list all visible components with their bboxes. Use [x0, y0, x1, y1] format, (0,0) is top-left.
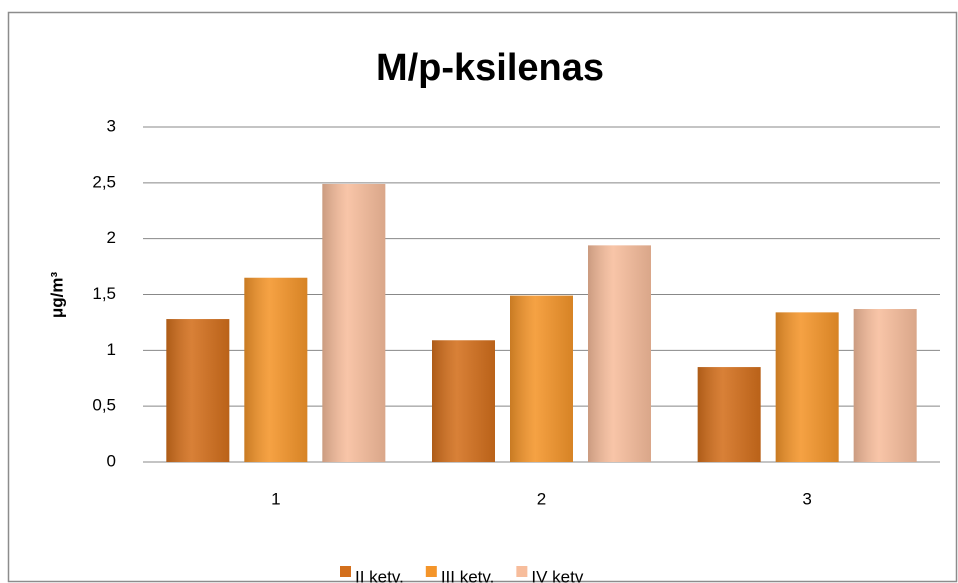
- legend-swatch: [516, 566, 528, 577]
- x-tick-label: 3: [802, 489, 811, 508]
- legend-label: III ketv.: [441, 567, 495, 583]
- legend-label: II ketv.: [355, 567, 404, 583]
- y-tick-label: 2,5: [92, 172, 116, 191]
- y-tick-label: 1,5: [92, 284, 116, 303]
- legend-swatch: [340, 566, 351, 577]
- y-axis-label: μg/m³: [47, 272, 66, 319]
- bar-shine: [588, 245, 651, 462]
- bar-shine: [432, 340, 495, 462]
- y-tick-label: 1: [107, 340, 116, 359]
- y-tick-label: 0,5: [92, 396, 116, 415]
- bar-shine: [322, 183, 386, 462]
- bar-shine: [244, 277, 308, 462]
- x-tick-label: 1: [271, 489, 280, 508]
- y-tick-label: 3: [107, 116, 116, 135]
- bar-shine: [775, 312, 839, 462]
- bar-shine: [853, 309, 917, 462]
- y-tick-label: 2: [107, 228, 116, 247]
- y-tick-label: 0: [107, 451, 116, 470]
- bar-shine: [166, 319, 230, 462]
- bar-shine: [510, 295, 573, 462]
- x-tick-label: 2: [537, 489, 546, 508]
- chart-title: M/p-ksilenas: [376, 47, 604, 89]
- legend-swatch: [425, 566, 437, 577]
- chart-border: [7, 11, 958, 583]
- legend-label: IV ketv: [531, 567, 583, 583]
- bar-shine: [697, 367, 761, 462]
